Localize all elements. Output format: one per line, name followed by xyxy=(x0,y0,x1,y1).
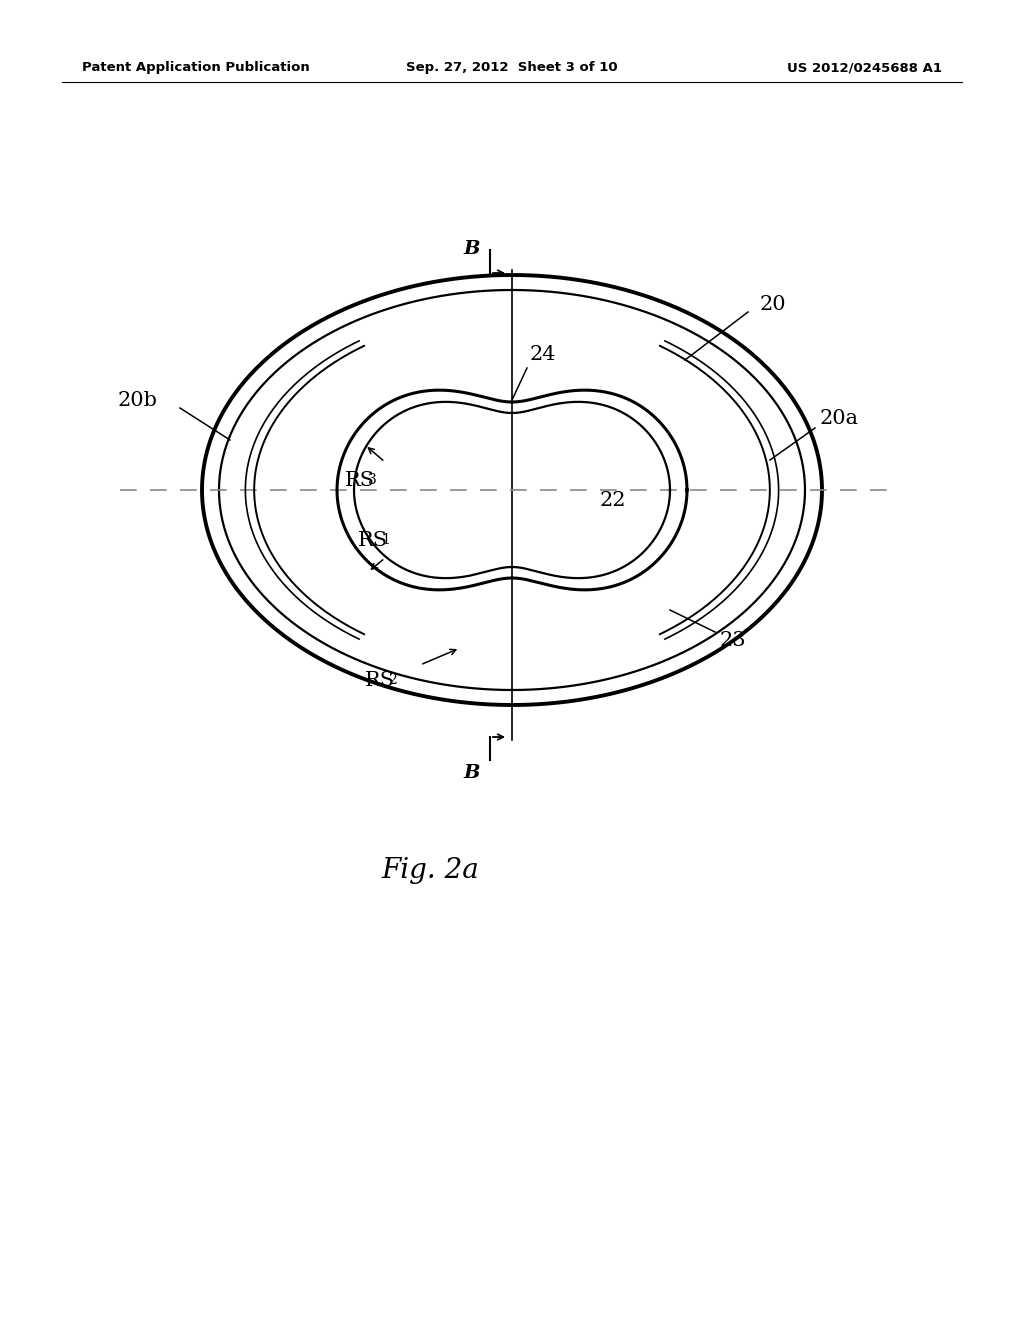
Text: 24: 24 xyxy=(530,346,556,364)
Text: 20: 20 xyxy=(760,296,786,314)
Text: B: B xyxy=(464,764,480,781)
Text: B: B xyxy=(464,240,480,257)
Text: 1: 1 xyxy=(381,533,390,546)
Text: 3: 3 xyxy=(368,473,377,487)
Text: RS: RS xyxy=(345,470,375,490)
Text: Sep. 27, 2012  Sheet 3 of 10: Sep. 27, 2012 Sheet 3 of 10 xyxy=(407,62,617,74)
Text: 20a: 20a xyxy=(820,408,859,428)
Text: 23: 23 xyxy=(720,631,746,649)
Text: 20b: 20b xyxy=(118,391,158,409)
Text: US 2012/0245688 A1: US 2012/0245688 A1 xyxy=(787,62,942,74)
Text: RS: RS xyxy=(365,671,395,689)
Text: 2: 2 xyxy=(388,673,396,686)
Text: 22: 22 xyxy=(600,491,627,510)
Text: RS: RS xyxy=(358,531,388,549)
Text: Fig. 2a: Fig. 2a xyxy=(381,857,479,883)
Text: Patent Application Publication: Patent Application Publication xyxy=(82,62,309,74)
